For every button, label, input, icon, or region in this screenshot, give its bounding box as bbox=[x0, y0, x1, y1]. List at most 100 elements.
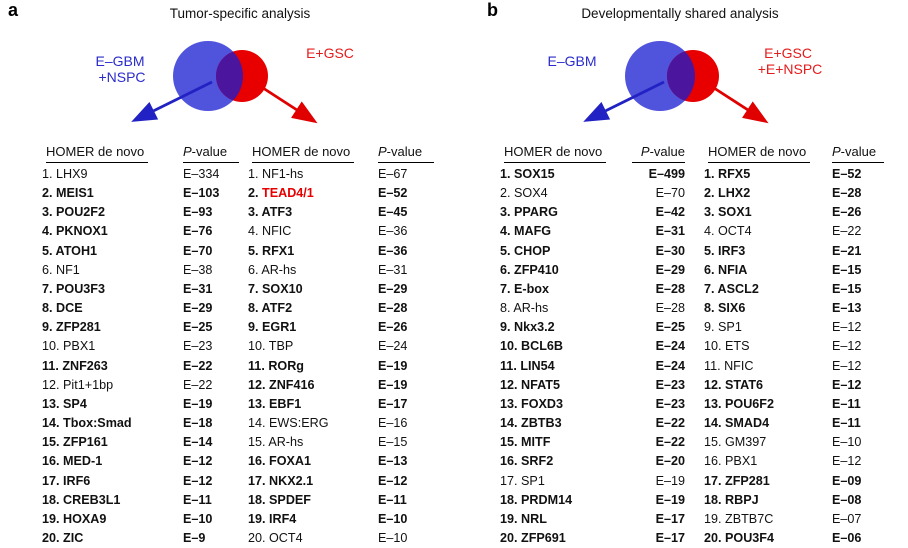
motif-name: 14. Tbox:Smad bbox=[42, 416, 132, 430]
gene-name: NFAT5 bbox=[521, 377, 560, 392]
p-value: E–93 bbox=[183, 205, 213, 220]
gene-name: IRF4 bbox=[269, 511, 297, 526]
gene-name: POU3F3 bbox=[56, 281, 106, 296]
p-value: E–22 bbox=[655, 435, 685, 450]
p-value: E–52 bbox=[378, 186, 408, 201]
motif-row: 17. SP1 E–19 bbox=[500, 472, 685, 491]
p-value: E–15 bbox=[832, 262, 862, 277]
gene-name: IRF3 bbox=[718, 243, 746, 258]
motif-column-header: HOMER de novo bbox=[252, 142, 355, 164]
gene-name: NF1-hs bbox=[262, 167, 304, 181]
motif-rank: 15. bbox=[500, 435, 522, 450]
motif-name: 20. POU3F4 bbox=[704, 531, 774, 545]
motif-row: 19. IRF4 E–10 bbox=[248, 510, 407, 529]
gene-name: MEIS1 bbox=[56, 186, 94, 201]
motif-rank: 12. bbox=[248, 377, 270, 392]
motif-row: 13. SP4 E–19 bbox=[42, 395, 212, 414]
motif-rank: 11. bbox=[42, 358, 63, 373]
p-value: E–52 bbox=[832, 167, 862, 181]
p-value: E–22 bbox=[183, 358, 213, 373]
p-value: E–19 bbox=[655, 492, 685, 507]
gene-name: NFIC bbox=[262, 224, 292, 239]
motif-row: 4. NFIC E–36 bbox=[248, 222, 407, 241]
motif-row: 9. SP1 E–12 bbox=[704, 318, 861, 337]
motif-name: 12. NFAT5 bbox=[500, 378, 560, 392]
gene-name: SOX15 bbox=[514, 167, 555, 181]
gene-name: LHX2 bbox=[718, 186, 751, 201]
gene-name: AR-hs bbox=[261, 262, 297, 277]
p-value: E–06 bbox=[832, 530, 862, 545]
p-value: E–12 bbox=[832, 377, 862, 392]
motif-row: 12. NFAT5 E–23 bbox=[500, 376, 685, 395]
motif-row: 10. ETS E–12 bbox=[704, 337, 861, 356]
motif-rank: 7. bbox=[42, 281, 57, 296]
gene-name: EBF1 bbox=[269, 396, 302, 411]
gene-name: ATF2 bbox=[261, 301, 293, 316]
motif-row: 5. CHOP E–30 bbox=[500, 242, 685, 261]
motif-name: 14. SMAD4 bbox=[704, 416, 769, 430]
p-value: E–10 bbox=[832, 435, 862, 450]
motif-name: 16. FOXA1 bbox=[248, 454, 311, 468]
motif-row: 15. MITF E–22 bbox=[500, 433, 685, 452]
p-value: E–12 bbox=[832, 454, 862, 469]
motif-rank: 14. bbox=[500, 416, 522, 431]
motif-rank: 14. bbox=[704, 416, 726, 431]
motif-row: 17. IRF6 E–12 bbox=[42, 472, 212, 491]
motif-rank: 17. bbox=[248, 473, 270, 488]
motif-row: 1. RFX5 E–52 bbox=[704, 165, 861, 184]
motif-rank: 4. bbox=[42, 224, 57, 239]
motif-name: 15. ZFP161 bbox=[42, 435, 108, 449]
motif-row: 12. STAT6 E–12 bbox=[704, 376, 861, 395]
motif-name: 8. AR-hs bbox=[500, 301, 548, 315]
p-value: E–17 bbox=[378, 396, 408, 411]
motif-name: 10. TBP bbox=[248, 339, 293, 353]
motif-row: 4. OCT4 E–22 bbox=[704, 222, 861, 241]
red-arrow bbox=[713, 86, 769, 124]
motif-row: 12. Pit1+1bp E–22 bbox=[42, 376, 212, 395]
motif-name: 2. LHX2 bbox=[704, 186, 750, 200]
motif-row: 2. LHX2 E–28 bbox=[704, 184, 861, 203]
motif-row: 20. ZFP691 E–17 bbox=[500, 529, 685, 548]
p-value: E–11 bbox=[183, 492, 212, 507]
gene-name: Tbox:Smad bbox=[63, 416, 132, 431]
motif-rank: 10. bbox=[42, 339, 64, 354]
motif-rank: 3. bbox=[704, 205, 719, 220]
motif-rank: 6. bbox=[704, 262, 719, 277]
gene-name: AR-hs bbox=[268, 435, 304, 450]
motif-rank: 17. bbox=[500, 473, 522, 488]
p-value: E–14 bbox=[183, 435, 213, 450]
motif-rank: 20. bbox=[248, 530, 270, 545]
table-header: HOMER de novo P-value bbox=[704, 142, 884, 165]
motif-rank: 10. bbox=[248, 339, 269, 354]
p-value: E–29 bbox=[378, 281, 408, 296]
p-value: E–30 bbox=[655, 243, 685, 258]
p-value: E–22 bbox=[655, 416, 685, 431]
p-value: E–76 bbox=[183, 224, 213, 239]
p-value: E–31 bbox=[655, 224, 685, 239]
motif-rank: 8. bbox=[42, 301, 57, 316]
venn-diagram-a: E–GBM +NSPC E+GSC bbox=[96, 41, 354, 124]
gene-name: RBPJ bbox=[725, 492, 759, 507]
motif-row: 11. RORg E–19 bbox=[248, 357, 407, 376]
motif-rank: 14. bbox=[42, 416, 64, 431]
gene-name: POU6F2 bbox=[725, 396, 775, 411]
p-value: E–10 bbox=[378, 511, 408, 526]
motif-rank: 1. bbox=[42, 167, 57, 181]
motif-rank: 17. bbox=[42, 473, 64, 488]
motif-name: 12. ZNF416 bbox=[248, 378, 315, 392]
p-value: E–12 bbox=[378, 473, 408, 488]
gene-name: ZFP281 bbox=[56, 320, 101, 335]
gene-name: E-box bbox=[514, 281, 549, 296]
motif-name: 6. NF1 bbox=[42, 263, 80, 277]
motif-row: 20. POU3F4 E–06 bbox=[704, 529, 861, 548]
motif-name: 20. ZFP691 bbox=[500, 531, 566, 545]
motif-row: 1. SOX15 E–499 bbox=[500, 165, 685, 184]
motif-column-header: HOMER de novo bbox=[46, 142, 149, 164]
venn-overlap bbox=[667, 50, 695, 102]
motif-rank: 12. bbox=[500, 377, 522, 392]
motif-rank: 12. bbox=[704, 377, 726, 392]
panel-b: b Developmentally shared analysis E–GBM … bbox=[454, 0, 908, 548]
motif-name: 15. GM397 bbox=[704, 435, 766, 449]
motif-rank: 10. bbox=[500, 339, 522, 354]
